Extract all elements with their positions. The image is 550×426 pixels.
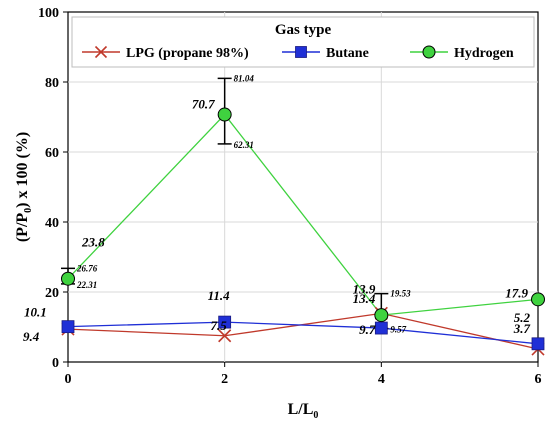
marker-hydrogen-6 — [531, 292, 545, 307]
error-label-high-4: 19.53 — [390, 289, 411, 299]
y-tick-label-60: 60 — [45, 146, 59, 161]
legend-label-hydrogen: Hydrogen — [454, 46, 514, 61]
error-label-low-4: 9.57 — [390, 325, 406, 335]
legend-label-lpg-propane-98: LPG (propane 98%) — [126, 46, 249, 61]
legend-marker-lpg-propane-98 — [94, 45, 108, 59]
series-line-hydrogen — [67, 113, 539, 316]
legend-label-butane: Butane — [326, 46, 369, 61]
error-label-low-0: 22.31 — [76, 280, 97, 290]
axes: 0 20 40 60 80 100 0 2 4 6 — [38, 6, 542, 387]
marker-hydrogen-4 — [374, 308, 389, 323]
data-label-hydrogen-0: 23.8 — [81, 235, 105, 250]
data-label-butane-2: 11.4 — [208, 288, 231, 303]
y-tick-label-80: 80 — [45, 76, 59, 91]
x-axis-title: L/L0 — [288, 401, 319, 421]
legend-item-lpg-propane-98: LPG (propane 98%) — [82, 45, 249, 61]
series-line-butane — [67, 321, 539, 345]
data-label-lpg-propane-98-0: 9.4 — [23, 329, 40, 344]
data-labels: 9.4 7.5 13.9 3.7 10.1 11.4 9.7 5.2 23.8 70.7 13.4 1… — [23, 97, 531, 345]
error-label-high-2: 81.04 — [234, 73, 255, 83]
data-label-hydrogen-6: 17.9 — [505, 285, 528, 300]
data-label-butane-4: 9.7 — [359, 322, 376, 337]
marker-butane-2 — [218, 315, 232, 329]
y-tick-label-40: 40 — [45, 216, 59, 231]
data-label-lpg-propane-98-2: 7.5 — [211, 318, 228, 333]
data-label-butane-6: 5.2 — [514, 310, 531, 325]
y-tick-label-20: 20 — [45, 286, 59, 301]
data-label-butane-0: 10.1 — [24, 305, 47, 320]
legend-item-hydrogen: Hydrogen — [410, 45, 514, 61]
marker-hydrogen-0 — [61, 271, 75, 286]
y-axis-title: (P/P0) x 100 (%) — [14, 132, 34, 242]
data-label-hydrogen-4: 13.4 — [353, 291, 376, 306]
x-tick-label-6: 6 — [535, 372, 542, 387]
y-tick-label-0: 0 — [52, 356, 59, 371]
legend-item-butane: Butane — [282, 46, 369, 61]
marker-butane-0 — [61, 320, 75, 334]
plot-area — [67, 11, 539, 363]
x-tick-label-2: 2 — [221, 372, 228, 387]
legend-box — [71, 16, 535, 68]
legend-title: Gas type — [275, 22, 332, 38]
marker-butane-4 — [374, 321, 388, 335]
data-label-lpg-propane-98-6: 3.7 — [513, 321, 531, 336]
data-label-hydrogen-2: 70.7 — [192, 97, 215, 112]
x-tick-label-4: 4 — [378, 372, 385, 387]
y-tick-label-100: 100 — [38, 6, 59, 21]
series-markers — [61, 107, 545, 356]
legend-marker-lpg-propane-98-stroke-b — [94, 45, 108, 59]
series-lines — [67, 113, 539, 350]
legend-marker-hydrogen — [422, 45, 436, 59]
x-tick-label-0: 0 — [65, 372, 72, 387]
marker-lpg-propane-98-2-stroke-b — [218, 329, 232, 343]
legend-marker-butane — [295, 46, 307, 58]
legend: Gas type LPG (propane 98%) Butane Hydrogen — [71, 16, 535, 68]
error-label-high-0: 26.76 — [76, 263, 98, 273]
data-label-lpg-propane-98-4: 13.9 — [353, 281, 376, 296]
error-label-low-2: 62.31 — [234, 140, 254, 150]
marker-hydrogen-2 — [217, 107, 232, 122]
marker-butane-6 — [531, 337, 545, 351]
marker-lpg-propane-98-2 — [218, 329, 232, 343]
